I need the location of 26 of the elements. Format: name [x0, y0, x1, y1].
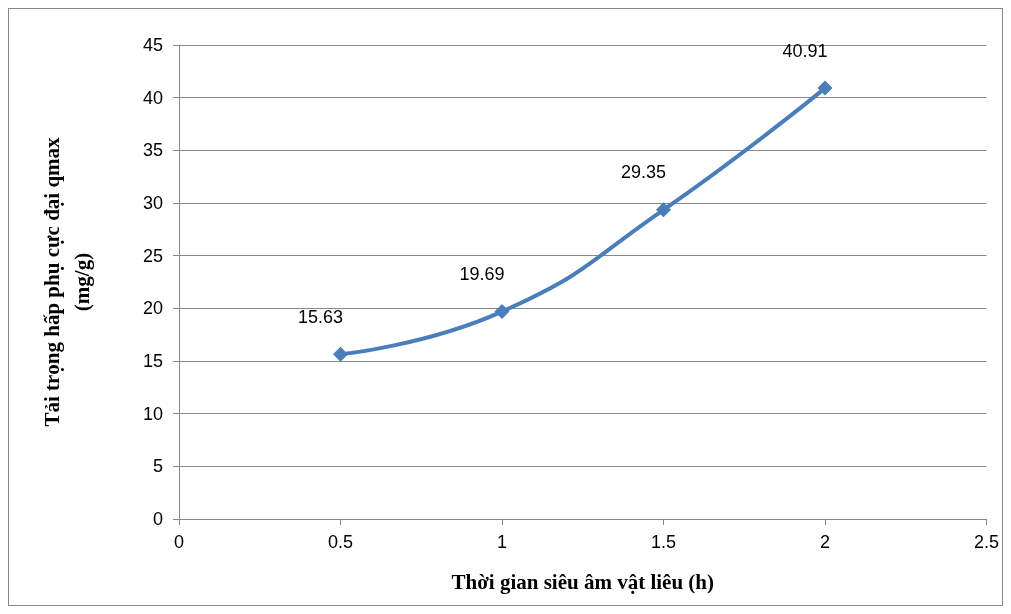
data-label: 29.35 — [620, 162, 667, 183]
y-tick-label: 20 — [142, 298, 163, 319]
y-axis-title: Tải trọng hấp phụ cực đại qmax (mg/g) — [40, 136, 94, 427]
x-axis-title: Thời gian siêu âm vật liêu (h) — [451, 569, 714, 594]
x-tick-label: 0.5 — [327, 532, 354, 552]
point — [817, 80, 833, 96]
y-tick-label: 15 — [142, 351, 163, 371]
x-tick-label: 1.5 — [650, 532, 677, 552]
y-tick-label: 30 — [142, 193, 163, 213]
y-tick-label: 40 — [142, 87, 163, 108]
point — [494, 304, 510, 320]
point — [655, 202, 671, 218]
x-tick-label: 2.5 — [973, 532, 999, 552]
x-tick-label: 0 — [173, 532, 185, 552]
y-tick-label: 25 — [142, 245, 163, 266]
data-label: 40.91 — [782, 40, 828, 61]
y-tick-label: 45 — [142, 35, 163, 55]
y-tick-label: 35 — [142, 140, 163, 161]
point — [333, 346, 348, 362]
data-label: 19.69 — [459, 264, 505, 285]
x-tick-label: 1 — [496, 532, 507, 552]
y-tick-label: 10 — [142, 403, 163, 424]
x-tick-label: 2 — [819, 532, 830, 552]
data-label: 15.63 — [297, 306, 344, 327]
y-tick-label: 0 — [152, 509, 163, 529]
y-tick-label: 5 — [152, 456, 163, 477]
